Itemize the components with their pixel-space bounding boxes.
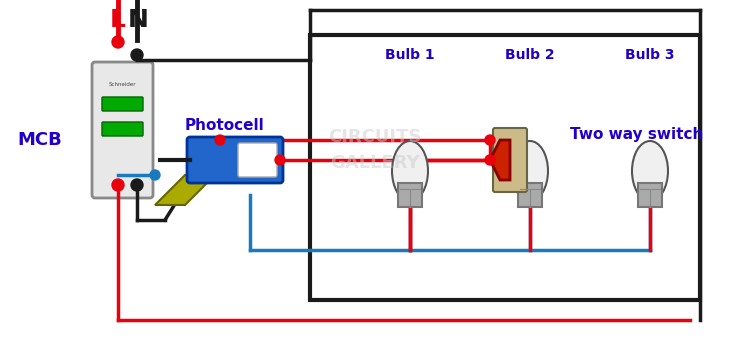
Circle shape (112, 179, 124, 191)
Text: L: L (110, 8, 126, 32)
Text: MCB: MCB (18, 131, 62, 149)
Text: Photocell: Photocell (185, 118, 265, 133)
Ellipse shape (392, 141, 428, 201)
Bar (638, 183, 662, 207)
Bar (518, 183, 542, 207)
Text: CIRCUITS
GALLERY: CIRCUITS GALLERY (328, 128, 422, 172)
Ellipse shape (512, 141, 548, 201)
Circle shape (150, 170, 160, 180)
Text: Bulb 2: Bulb 2 (506, 48, 555, 62)
FancyBboxPatch shape (238, 143, 277, 177)
Circle shape (275, 155, 285, 165)
Ellipse shape (632, 141, 668, 201)
Circle shape (485, 155, 495, 165)
Bar (398, 183, 422, 207)
FancyBboxPatch shape (493, 128, 527, 192)
FancyBboxPatch shape (92, 62, 153, 198)
Polygon shape (155, 175, 215, 205)
Bar (310, 35, 700, 300)
Text: Schneider: Schneider (109, 83, 136, 88)
FancyBboxPatch shape (187, 137, 283, 183)
FancyBboxPatch shape (102, 97, 143, 111)
Text: Bulb 3: Bulb 3 (626, 48, 675, 62)
Circle shape (112, 36, 124, 48)
Text: Two way switch: Two way switch (570, 127, 704, 142)
Circle shape (215, 135, 225, 145)
FancyBboxPatch shape (102, 122, 143, 136)
Text: N: N (128, 8, 148, 32)
Circle shape (131, 49, 143, 61)
Text: Bulb 1: Bulb 1 (386, 48, 435, 62)
Circle shape (485, 135, 495, 145)
Circle shape (131, 179, 143, 191)
Polygon shape (490, 140, 510, 180)
